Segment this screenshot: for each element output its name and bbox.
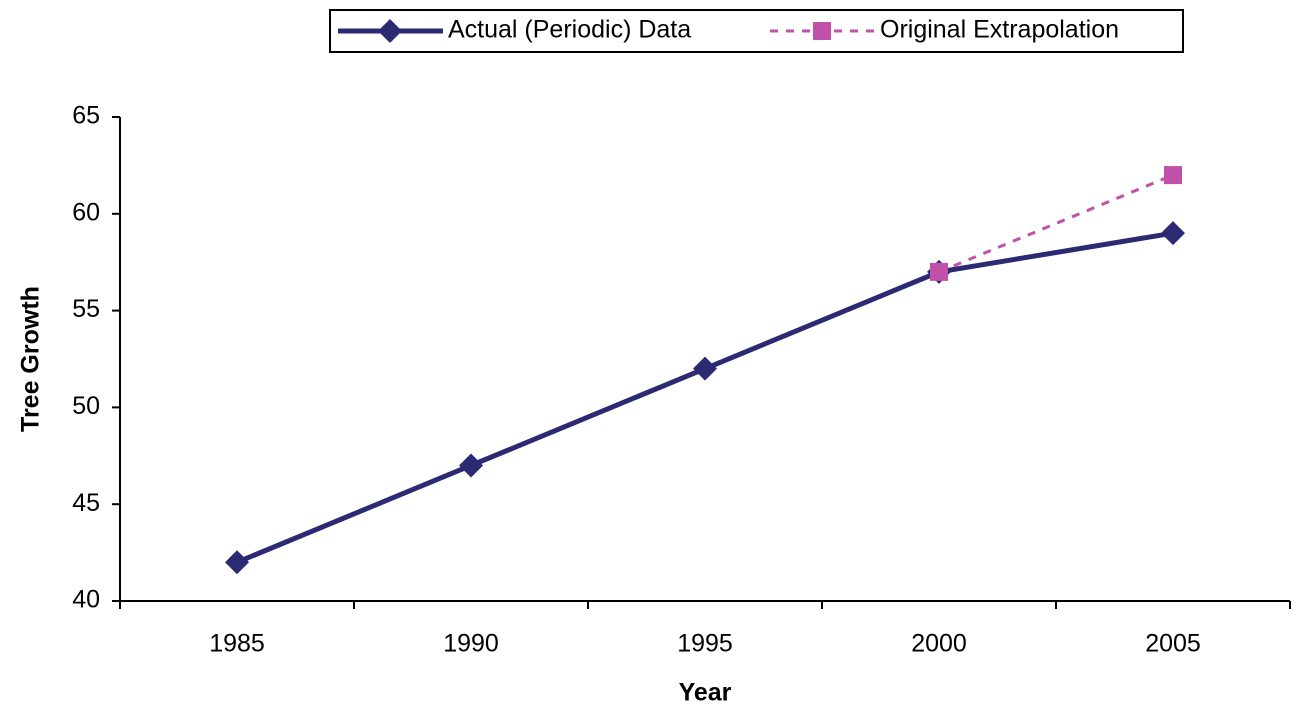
legend-marker xyxy=(813,22,831,40)
x-tick-label: 1990 xyxy=(443,630,499,658)
y-tick-label: 55 xyxy=(72,295,100,323)
data-point xyxy=(693,356,717,381)
legend-box xyxy=(329,9,1184,53)
y-tick-label: 65 xyxy=(72,102,100,130)
x-axis-label: Year xyxy=(679,679,732,707)
x-tick-label: 1985 xyxy=(209,630,265,658)
y-tick-label: 40 xyxy=(72,586,100,614)
data-point xyxy=(930,262,948,281)
y-tick-label: 60 xyxy=(72,198,100,226)
data-point xyxy=(459,453,483,478)
series-line xyxy=(236,230,1174,565)
legend-marker xyxy=(378,19,402,43)
data-point xyxy=(225,550,249,575)
x-tick-label: 1995 xyxy=(677,630,733,658)
data-point xyxy=(1161,221,1185,246)
legend-label: Actual (Periodic) Data xyxy=(448,16,691,44)
data-point xyxy=(1164,166,1182,185)
y-axis-label: Tree Growth xyxy=(17,286,45,432)
x-tick-label: 2000 xyxy=(911,630,967,658)
y-tick-label: 45 xyxy=(72,489,100,517)
x-tick-label: 2005 xyxy=(1145,630,1201,658)
series-line xyxy=(938,173,1174,274)
y-tick-label: 50 xyxy=(72,392,100,420)
legend-label: Original Extrapolation xyxy=(880,16,1119,44)
